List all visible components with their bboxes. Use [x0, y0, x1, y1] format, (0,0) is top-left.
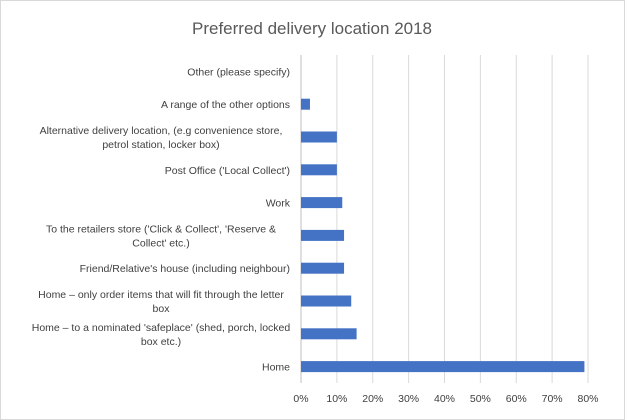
category-label: Collect' etc.) [132, 237, 189, 249]
bar [301, 98, 310, 110]
category-label: Home – only order items that will fit th… [38, 289, 284, 301]
category-label: Post Office ('Local Collect') [165, 165, 290, 177]
x-tick-label: 0% [293, 393, 308, 405]
bar [301, 131, 337, 143]
category-label: To the retailers store ('Click & Collect… [46, 223, 276, 235]
category-label: Work [266, 198, 291, 210]
bar [301, 328, 357, 340]
category-label: Other (please specify) [187, 66, 290, 78]
bars [301, 98, 585, 373]
bar [301, 164, 337, 176]
category-labels: Other (please specify) A range of the oth… [32, 66, 291, 373]
x-tick-label: 80% [577, 393, 598, 405]
category-label: Home – to a nominated 'safeplace' (shed,… [32, 322, 291, 334]
bar [301, 262, 345, 274]
chart-title: Preferred delivery location 2018 [192, 19, 432, 38]
x-tick-label: 50% [470, 393, 491, 405]
bar [301, 197, 343, 209]
category-label: Home [262, 362, 290, 374]
category-label: box [153, 303, 171, 315]
bar [301, 229, 345, 241]
x-axis-tick-labels: 0% 10% 20% 30% 40% 50% 60% 70% 80% [293, 393, 598, 405]
gridlines [300, 55, 589, 383]
x-tick-label: 40% [434, 393, 455, 405]
x-tick-label: 20% [362, 393, 383, 405]
category-label: Friend/Relative's house (including neigh… [80, 263, 290, 275]
category-label: A range of the other options [161, 99, 290, 111]
x-tick-label: 30% [398, 393, 419, 405]
bar [301, 361, 585, 373]
x-tick-label: 10% [326, 393, 347, 405]
category-label: Alternative delivery location, (e.g conv… [40, 125, 283, 137]
x-tick-label: 70% [542, 393, 563, 405]
category-label: box etc.) [141, 336, 181, 348]
x-tick-label: 60% [506, 393, 527, 405]
bar [301, 295, 352, 307]
category-label: petrol station, locker box) [102, 139, 219, 151]
